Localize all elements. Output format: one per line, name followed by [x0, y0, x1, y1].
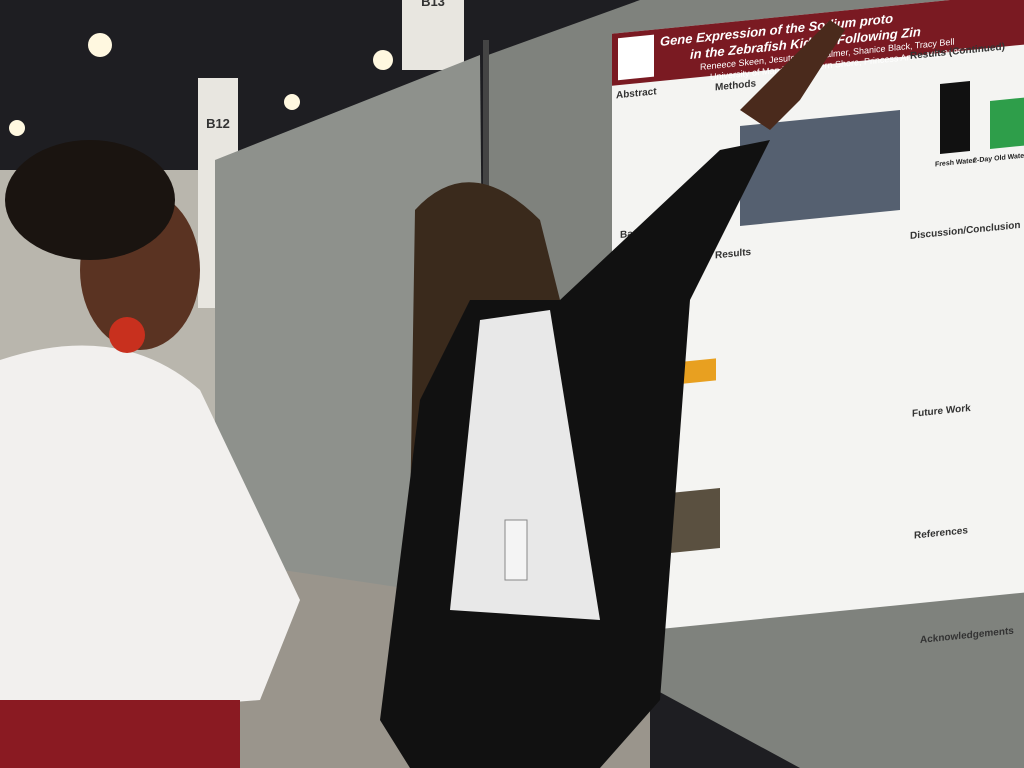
ceiling-light	[88, 33, 112, 57]
earring	[109, 317, 145, 353]
pillar	[402, 0, 464, 70]
badge	[504, 519, 528, 581]
poster-graphic	[990, 97, 1024, 149]
person-pants	[0, 700, 240, 768]
ceiling-light	[9, 120, 25, 136]
booth-sign: B13	[421, 0, 445, 9]
striped-shirt	[450, 310, 600, 620]
booth-sign: B12	[206, 116, 230, 131]
person-shirt	[0, 345, 300, 720]
section-heading: Abstract	[616, 86, 657, 101]
poster-chart-label: Fresh Water	[935, 157, 975, 168]
poster-photo	[740, 109, 900, 226]
section-heading: Results	[715, 247, 752, 262]
section-heading: Methods	[715, 78, 756, 93]
hair	[5, 140, 175, 260]
pointing-arm	[740, 20, 845, 130]
logo	[618, 34, 654, 81]
ceiling-light	[373, 50, 393, 70]
poster-sheet	[612, 0, 1024, 634]
ceiling-light	[284, 94, 300, 110]
poster-graphic	[940, 80, 970, 154]
section-heading: References	[914, 525, 968, 541]
